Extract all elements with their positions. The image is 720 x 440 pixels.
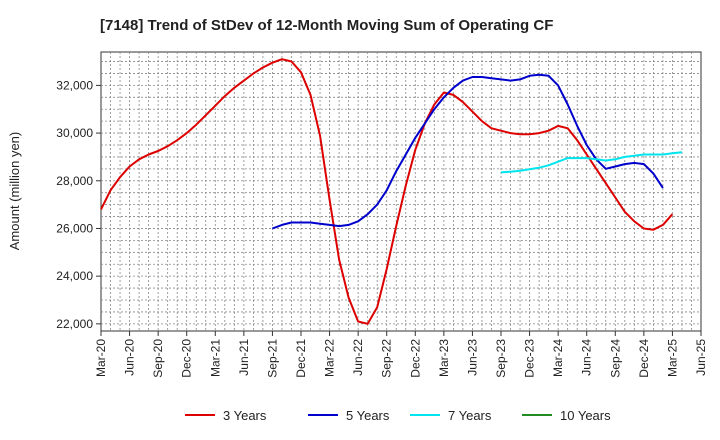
- grid: [101, 52, 701, 331]
- y-tick-label: 26,000: [56, 221, 93, 235]
- series-lines: [100, 58, 683, 325]
- x-tick-label: Sep-22: [380, 339, 394, 378]
- x-tick-label: Dec-21: [294, 339, 308, 378]
- x-tick-label: Jun-25: [694, 339, 708, 376]
- y-tick-labels: 22,000 24,000 26,000 28,000 30,000 32,000: [56, 78, 101, 331]
- y-axis-label: Amount (million yen): [7, 132, 22, 251]
- legend-label-3: 10 Years: [560, 408, 611, 423]
- legend-label-2: 7 Years: [448, 408, 492, 423]
- x-tick-label: Mar-21: [208, 339, 222, 377]
- y-tick-label: 28,000: [56, 174, 93, 188]
- x-tick-label: Jun-21: [237, 339, 251, 376]
- legend-label-1: 5 Years: [346, 408, 390, 423]
- y-tick-label: 22,000: [56, 317, 93, 331]
- x-tick-label: Sep-20: [151, 339, 165, 378]
- series-line-1: [272, 73, 664, 230]
- x-tick-label: Dec-23: [523, 339, 537, 378]
- x-tick-label: Sep-21: [265, 339, 279, 378]
- series-line-0: [100, 58, 674, 325]
- x-tick-label: Sep-24: [608, 339, 622, 378]
- x-tick-label: Dec-22: [408, 339, 422, 378]
- x-tick-label: Dec-20: [180, 339, 194, 378]
- legend-label-0: 3 Years: [223, 408, 267, 423]
- x-tick-label: Mar-25: [665, 339, 679, 377]
- x-tick-label: Mar-24: [551, 339, 565, 377]
- y-tick-label: 32,000: [56, 78, 93, 92]
- x-tick-label: Jun-20: [123, 339, 137, 376]
- plot-area: [100, 51, 702, 332]
- x-tick-label: Dec-24: [637, 339, 651, 378]
- series-line-2: [500, 151, 683, 174]
- x-tick-label: Mar-20: [94, 339, 108, 377]
- x-tick-label: Jun-24: [580, 339, 594, 376]
- x-tick-labels: Mar-20 Jun-20 Sep-20 Dec-20 Mar-21 Jun-21 Sep-…: [94, 331, 708, 378]
- chart-title: [7148] Trend of StDev of 12-Month Moving…: [100, 17, 553, 34]
- x-tick-label: Jun-23: [465, 339, 479, 376]
- x-tick-label: Sep-23: [494, 339, 508, 378]
- legend: 3 Years 5 Years 7 Years 10 Years: [185, 408, 611, 423]
- x-tick-label: Jun-22: [351, 339, 365, 376]
- y-tick-label: 30,000: [56, 126, 93, 140]
- x-tick-label: Mar-22: [323, 339, 337, 377]
- x-tick-label: Mar-23: [437, 339, 451, 377]
- y-tick-label: 24,000: [56, 269, 93, 283]
